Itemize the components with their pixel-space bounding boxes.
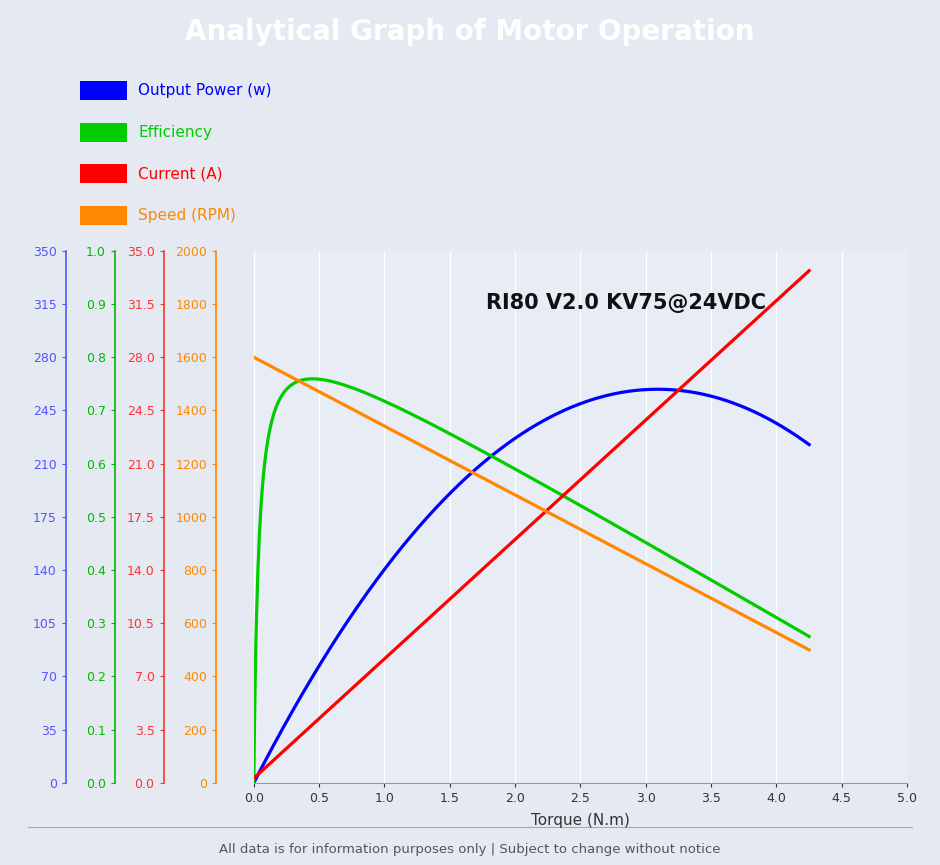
Text: Efficiency: Efficiency xyxy=(138,125,212,140)
X-axis label: Torque (N.m): Torque (N.m) xyxy=(531,813,630,828)
Text: All data is for information purposes only | Subject to change without notice: All data is for information purposes onl… xyxy=(219,843,721,856)
Text: Speed (RPM): Speed (RPM) xyxy=(138,208,236,223)
Text: RI80 V2.0 KV75@24VDC: RI80 V2.0 KV75@24VDC xyxy=(486,293,766,313)
Text: Analytical Graph of Motor Operation: Analytical Graph of Motor Operation xyxy=(185,18,755,47)
Text: Output Power (w): Output Power (w) xyxy=(138,83,272,99)
Text: Current (A): Current (A) xyxy=(138,166,223,182)
